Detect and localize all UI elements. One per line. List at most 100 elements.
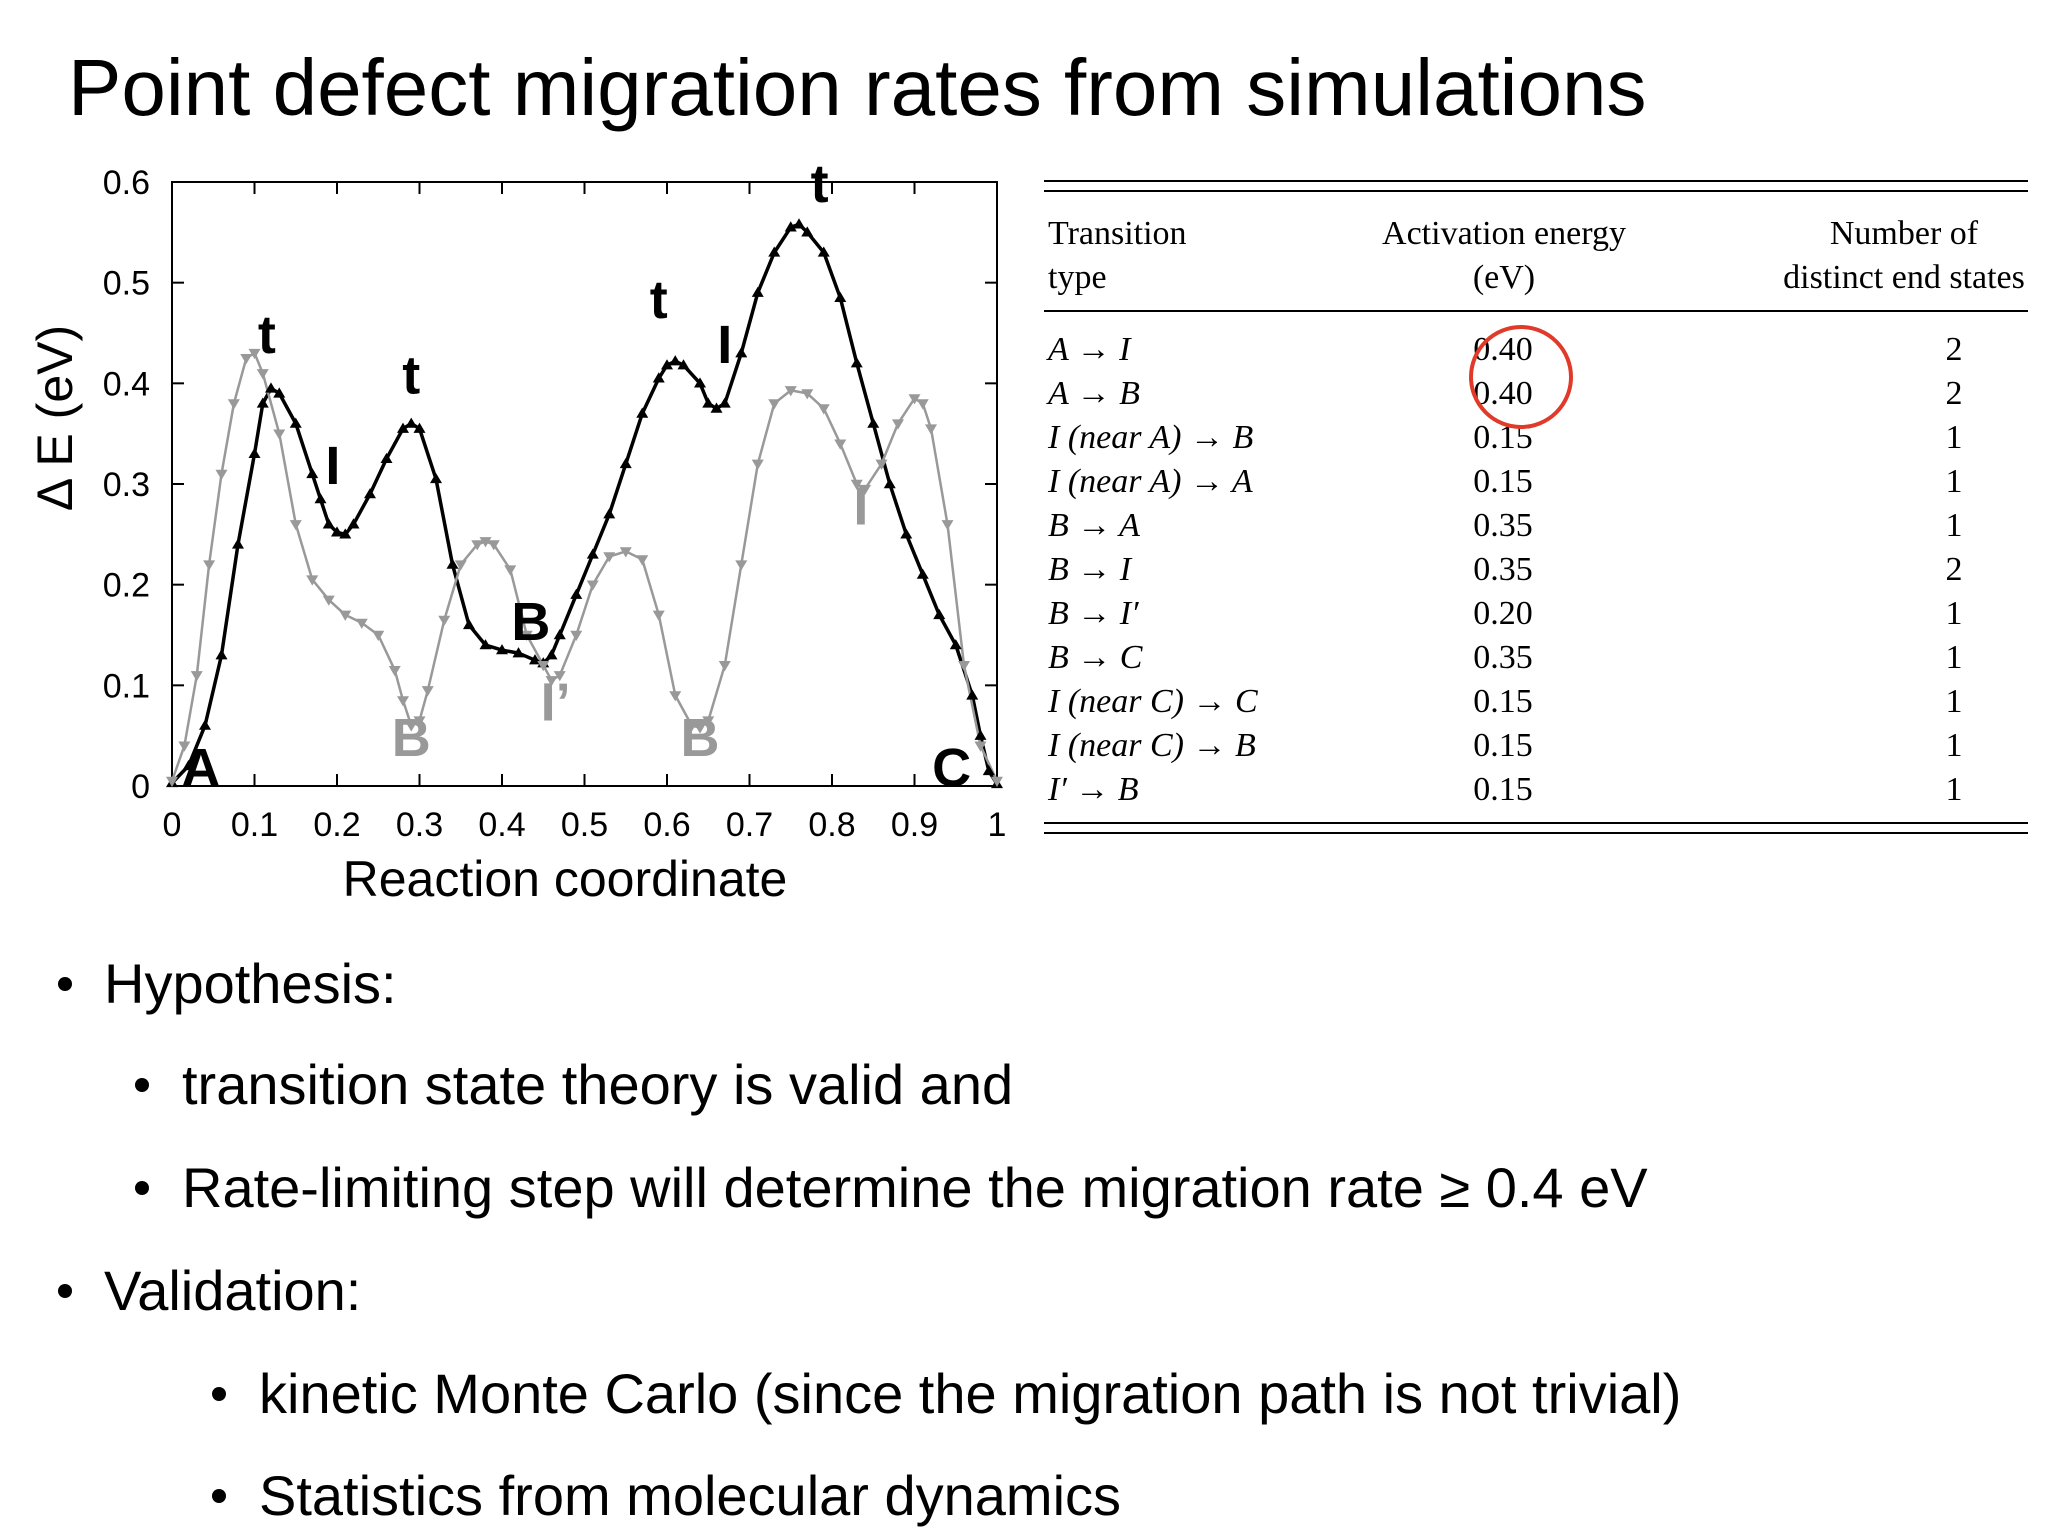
data-point-marker [199,719,211,730]
table-row: I (near A) → A 0.15 1 [1044,460,2028,504]
table-row: B → I 0.35 2 [1044,548,2028,592]
end-states-cell: 1 [1945,683,1963,720]
data-point-marker [875,459,888,470]
data-point-marker [454,560,467,571]
x-tick-label: 1 [988,806,1007,844]
data-point-marker [364,488,376,499]
table-top-rule [1044,180,2028,182]
data-point-marker [694,723,706,734]
data-point-marker [669,355,682,366]
point-label: B [392,708,431,768]
data-point-marker [586,548,599,559]
transition-type-cell: B → I [1048,551,1132,588]
data-point-marker [215,649,228,660]
series-lines [170,222,999,785]
activation-energy-cell: 0.35 [1473,551,1533,588]
data-point-marker [227,399,240,410]
data-point-marker [256,369,269,380]
data-point-marker [768,246,781,257]
data-point-marker [718,661,731,672]
data-point-marker [908,394,921,405]
table-row: B → A 0.35 1 [1044,504,2028,548]
header-line: distinct end states [1783,259,2025,296]
transition-type-cell: B → I′ [1048,595,1139,632]
data-point-marker [545,676,558,687]
data-point-marker [306,467,319,479]
header-transition-type: Transition type [1048,212,1187,300]
end-states-cell: 1 [1945,419,1963,456]
end-states-cell: 1 [1945,771,1963,808]
data-point-marker [520,630,533,641]
data-point-marker [405,721,418,732]
transition-type-cell: I (near C) → B [1048,727,1256,764]
data-point-marker [166,776,178,787]
data-point-marker [652,610,665,621]
data-point-marker [850,479,863,490]
energy-profile-chart: 0 0.1 0.2 0.3 0.4 0.5 0.6 0.7 0.8 0.9 1 0 0.1 0.2 0.3 0… [27,154,1007,907]
header-end-states: Number of distinct end states [1774,212,2034,300]
data-point-marker [661,359,673,370]
data-point-marker [372,630,385,641]
point-label: I [717,315,732,375]
point-label: B [511,592,550,652]
point-label: t [650,270,668,330]
bullet-hypothesis: Hypothesis: [104,952,397,1015]
bullet-validation-item: kinetic Monte Carlo (since the migration… [259,1362,1682,1425]
data-point-marker [504,565,517,576]
data-point-marker [190,671,203,682]
x-tick-label: 0.6 [643,806,690,844]
data-point-marker [710,402,723,413]
data-point-marker [487,540,500,551]
data-point-marker [941,520,954,531]
bullet-dot [135,1181,149,1195]
data-point-marker [801,389,814,400]
bullet-dot [212,1489,226,1503]
data-point-marker [751,459,764,470]
data-point-marker [892,419,904,430]
data-point-marker [438,615,451,626]
header-line: Activation energy [1382,215,1626,252]
point-label: t [402,345,420,405]
data-point-marker [603,552,616,563]
bullet-dot [212,1387,226,1401]
data-point-marker [339,528,352,539]
x-tick-label: 0.2 [313,806,360,844]
transition-type-cell: A → B [1048,375,1140,412]
data-point-marker [702,716,715,727]
data-point-marker [232,538,244,549]
bullet-hypothesis-item: Rate-limiting step will determine the mi… [182,1156,1648,1219]
data-point-marker [974,729,987,740]
data-point-marker [380,452,393,464]
data-point-marker [397,696,409,707]
data-point-marker [289,417,302,428]
x-tick-label: 0 [163,806,182,844]
data-point-marker [834,439,847,450]
y-tick-label: 0.1 [103,667,150,705]
data-point-marker [834,291,847,302]
transition-type-cell: I (near A) → B [1048,419,1254,456]
data-point-marker [570,630,583,641]
activation-energy-cell: 0.20 [1473,595,1533,632]
activation-energy-cell: 0.15 [1473,771,1533,808]
data-point-marker [636,407,649,418]
data-point-marker [496,644,508,655]
axis-ticks: 0 0.1 0.2 0.3 0.4 0.5 0.6 0.7 0.8 0.9 1 0 0.1 0.2 0.3 0… [103,164,1007,844]
y-tick-label: 0 [131,768,150,806]
data-point-marker [178,741,191,752]
data-point-marker [669,691,682,702]
table-row: I′ → B 0.15 1 [1044,768,2028,812]
bullet-validation-item: Statistics from molecular dynamics [259,1464,1122,1527]
data-point-marker [982,764,995,776]
data-point-marker [289,520,302,531]
data-point-marker [702,397,715,408]
table-row: B → C 0.35 1 [1044,636,2028,680]
end-states-cell: 1 [1945,639,1963,676]
header-line: Transition [1048,215,1187,252]
data-point-marker [925,424,937,435]
data-point-marker [793,218,805,229]
end-states-cell: 2 [1945,551,1963,588]
point-label: t [258,305,276,365]
data-point-marker [413,716,426,727]
data-point-marker [413,422,426,433]
